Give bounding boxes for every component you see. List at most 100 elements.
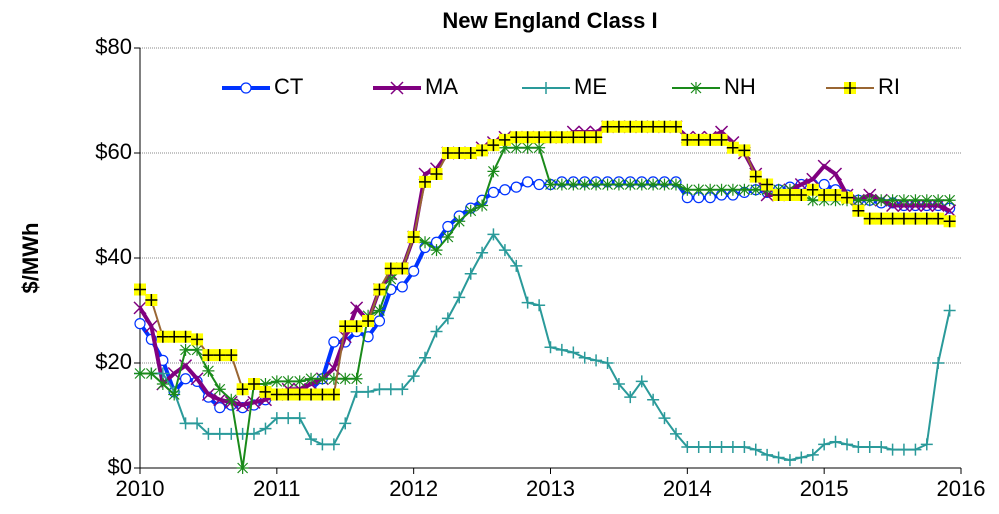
marker <box>441 147 454 159</box>
series-line <box>138 179 951 410</box>
marker-shape <box>270 388 283 401</box>
marker-shape <box>510 181 522 193</box>
marker-shape <box>749 183 762 196</box>
marker <box>612 378 625 390</box>
marker-shape <box>852 441 865 453</box>
marker-shape <box>783 189 796 201</box>
marker-shape <box>419 236 432 249</box>
marker-shape <box>761 178 774 191</box>
marker <box>943 194 956 207</box>
y-tick-label: $20 <box>95 349 132 374</box>
marker-shape <box>350 320 363 333</box>
marker-shape <box>373 383 386 396</box>
marker-shape <box>213 393 227 407</box>
marker <box>943 215 956 228</box>
marker-shape <box>647 178 660 191</box>
x-tick-label: 2014 <box>663 476 712 501</box>
marker-shape <box>818 189 831 201</box>
marker-shape <box>522 176 534 188</box>
marker-shape <box>441 312 454 325</box>
marker-shape <box>852 204 865 217</box>
marker-shape <box>715 441 728 453</box>
marker-shape <box>578 131 591 144</box>
marker-shape <box>533 299 546 312</box>
marker <box>533 178 545 191</box>
marker <box>897 212 910 225</box>
marker <box>806 183 819 196</box>
marker <box>498 133 511 146</box>
marker-shape <box>943 204 957 218</box>
marker <box>738 183 751 196</box>
marker-shape <box>419 175 432 188</box>
marker-shape <box>453 147 466 159</box>
marker <box>647 178 660 191</box>
marker <box>487 165 500 178</box>
marker-shape <box>875 212 888 225</box>
marker-shape <box>521 141 534 154</box>
marker <box>681 441 694 453</box>
marker <box>772 451 785 464</box>
marker-shape <box>339 320 352 333</box>
marker-shape <box>247 378 260 390</box>
marker <box>327 438 340 451</box>
marker <box>191 343 204 356</box>
marker <box>578 131 591 144</box>
marker <box>384 383 397 396</box>
marker <box>943 204 957 218</box>
marker-shape <box>920 212 933 225</box>
marker <box>430 325 443 338</box>
marker-shape <box>726 141 739 154</box>
marker-shape <box>396 281 408 293</box>
marker-shape <box>909 443 922 456</box>
marker-shape <box>316 438 329 451</box>
marker <box>453 215 466 228</box>
marker <box>601 178 614 191</box>
x-tick-label: 2015 <box>800 476 849 501</box>
marker-shape <box>350 301 364 315</box>
marker-shape <box>601 357 614 369</box>
marker-shape <box>510 259 523 272</box>
marker <box>327 372 340 385</box>
marker-shape <box>863 194 876 207</box>
marker-shape <box>282 375 295 388</box>
marker-shape <box>772 451 785 464</box>
marker-shape <box>487 228 500 241</box>
marker <box>544 341 557 354</box>
marker-shape <box>590 131 603 144</box>
marker-shape <box>540 82 552 94</box>
marker-shape <box>213 383 226 396</box>
marker <box>897 194 910 207</box>
marker-shape <box>487 139 500 152</box>
marker-shape <box>738 183 751 196</box>
marker-shape <box>635 178 648 191</box>
marker-shape <box>658 120 671 133</box>
marker-shape <box>897 212 910 225</box>
legend-label: NH <box>724 74 756 99</box>
marker-shape <box>932 194 945 207</box>
marker-shape <box>897 443 910 456</box>
marker <box>897 443 910 456</box>
marker <box>863 441 876 453</box>
marker-shape <box>806 183 819 196</box>
marker-shape <box>240 82 252 94</box>
marker-shape <box>612 120 625 133</box>
marker-shape <box>886 443 899 456</box>
marker <box>133 301 147 315</box>
marker <box>578 351 591 364</box>
marker <box>817 159 831 173</box>
marker-shape <box>270 412 283 425</box>
marker-shape <box>430 244 443 257</box>
marker-shape <box>156 330 169 343</box>
marker <box>442 220 454 233</box>
marker-shape <box>567 178 580 191</box>
marker <box>795 189 808 201</box>
marker <box>236 383 249 396</box>
marker <box>578 178 591 191</box>
y-tick-label: $60 <box>95 139 132 164</box>
marker <box>240 82 252 94</box>
marker <box>282 375 295 388</box>
marker <box>647 120 660 133</box>
marker <box>498 244 511 257</box>
marker-shape <box>943 304 956 317</box>
marker <box>339 372 352 385</box>
